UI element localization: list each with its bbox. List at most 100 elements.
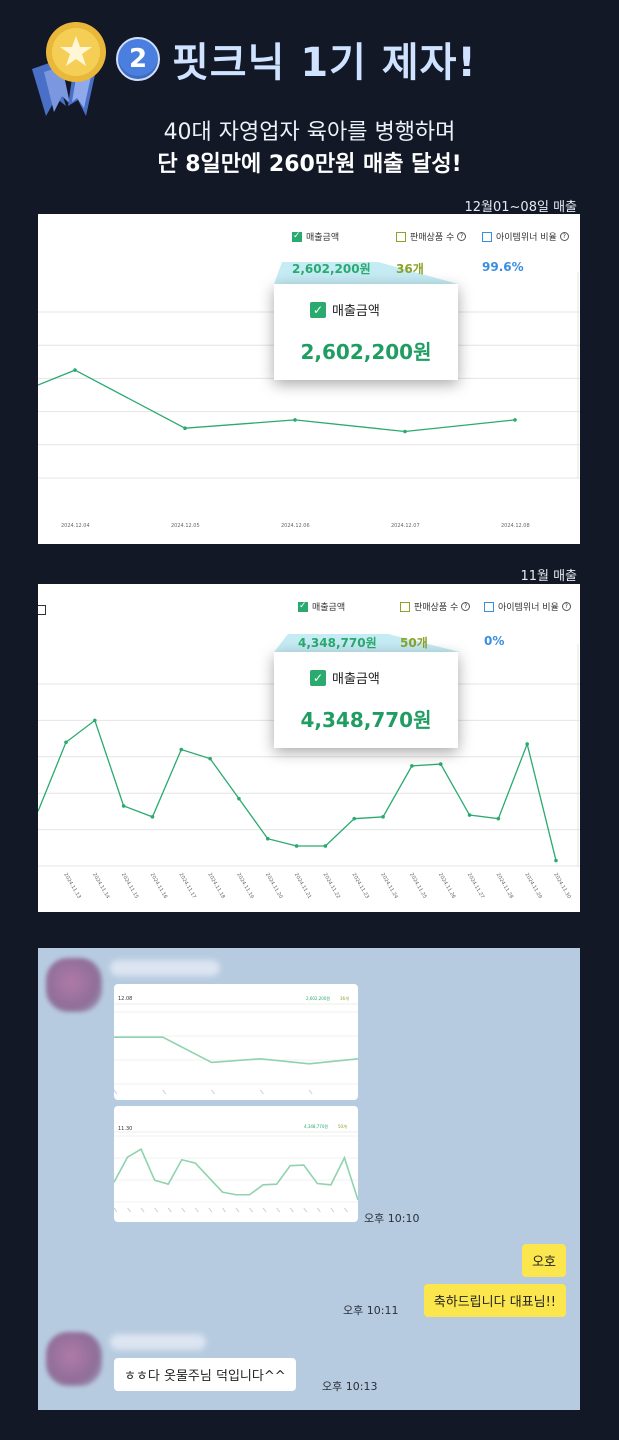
x-tick-label: 2024.11.24 [379, 872, 399, 900]
data-point [410, 764, 414, 768]
avatar [46, 1332, 102, 1386]
checkbox-checked-icon: ✓ [310, 669, 326, 686]
thumb-value: 36개 [340, 996, 349, 1001]
chat-image-thumbnail[interactable]: 11.30 4,348,770원 50개 [114, 1106, 358, 1222]
thumb-header: 12.08 [118, 996, 133, 1002]
x-tick-label: 2024.12.05 [171, 523, 200, 529]
data-point [381, 815, 385, 819]
subtitle-line1: 40대 자영업자 육아를 병행하며 [163, 120, 456, 145]
thumb-tick [181, 1207, 186, 1213]
hero-title-row: 2 핏크닉 1기 제자! [116, 30, 477, 88]
zoom-value: 2,602,200원 [300, 340, 432, 364]
panel2-caption: 11월 매출 [520, 569, 577, 584]
thumbnail-chart [114, 1131, 358, 1213]
x-tick-label: 2024.11.14 [91, 872, 111, 900]
zoom-callout: ✓ 매출금액 4,348,770원 [274, 652, 458, 748]
data-point [183, 426, 187, 430]
legend-winner[interactable]: 아이템위너 비율 ? [482, 230, 569, 243]
thumb-value: 4,348,770원 [304, 1124, 329, 1129]
my-message-bubble: 오호 [522, 1244, 566, 1277]
their-message-bubble: ㅎㅎ다 옷물주님 덕입니다^^ [114, 1358, 296, 1391]
step-number-badge: 2 [116, 37, 160, 81]
x-tick-label: 2024.11.13 [62, 872, 82, 900]
data-point [294, 844, 299, 848]
sales-chart-panel-december: 2024.12.04 2024.12.05 2024.12.06 2024.12.07… [38, 214, 580, 544]
data-point [496, 816, 501, 821]
data-point [352, 816, 357, 821]
subtitle-line2: 단 8일만에 260만원 매출 달성! [157, 152, 462, 177]
data-point [150, 815, 155, 819]
thumb-tick [211, 1089, 215, 1095]
message-time: 오후 10:13 [322, 1380, 378, 1393]
medal-icon [22, 14, 112, 124]
message-time: 오후 10:10 [364, 1212, 420, 1225]
x-tick-label: 2024.11.17 [178, 872, 198, 900]
x-tick-label: 2024.11.30 [552, 872, 572, 900]
sales-value: 2,602,200원 [292, 262, 371, 276]
legend-sales-label: 매출금액 [306, 233, 340, 243]
legend-sales[interactable]: 매출금액 [292, 230, 339, 243]
data-point [237, 796, 241, 801]
checkbox-icon [482, 231, 492, 242]
date-selector-fragment[interactable] [38, 605, 46, 615]
sender-name-blurred [110, 960, 220, 976]
checkbox-icon [484, 601, 494, 612]
legend-winner-label: 아이템위너 비율 [496, 233, 557, 243]
sales-value: 4,348,770원 [298, 636, 377, 650]
x-tick-label: 2024.11.15 [120, 872, 140, 900]
legend-winner[interactable]: 아이템위너 비율 ? [484, 600, 571, 613]
help-icon: ? [561, 602, 571, 611]
checkbox-checked-icon [292, 231, 302, 242]
legend-sales[interactable]: 매출금액 [298, 600, 345, 613]
my-message-bubble: 축하드립니다 대표님!! [423, 1284, 566, 1317]
winner-value: 99.6% [482, 260, 524, 274]
legend-items[interactable]: 판매상품 수 ? [400, 600, 471, 613]
thumb-tick [249, 1207, 253, 1213]
thumb-tick [167, 1207, 172, 1213]
thumb-tick [127, 1207, 131, 1213]
callout-highlight [274, 634, 460, 652]
thumb-tick [154, 1207, 159, 1213]
x-tick-label: 2024.11.21 [293, 872, 313, 900]
x-tick-label: 2024.11.19 [235, 872, 255, 900]
x-tick-label: 2024.11.23 [351, 872, 371, 900]
zoom-label: ✓ 매출금액 [310, 300, 380, 319]
zoom-label-text: 매출금액 [332, 672, 380, 687]
legend-winner-label: 아이템위너 비율 [498, 603, 559, 613]
data-point [438, 762, 443, 766]
thumb-series-line [114, 1036, 358, 1065]
data-point [293, 418, 297, 422]
data-point [265, 836, 270, 841]
data-point [93, 718, 97, 723]
callout-highlight [274, 262, 458, 284]
data-point [121, 804, 126, 808]
thumb-tick [276, 1207, 281, 1213]
data-point [73, 368, 77, 372]
x-tick-label: 2024.11.20 [264, 872, 284, 900]
x-tick-label: 2024.11.25 [408, 872, 428, 900]
data-point [513, 418, 517, 422]
help-icon: ? [559, 232, 569, 241]
thumb-tick [303, 1207, 308, 1213]
x-tick-label: 2024.11.26 [437, 872, 457, 900]
thumb-tick [114, 1207, 118, 1213]
legend-sales-label: 매출금액 [312, 603, 346, 613]
thumb-tick [140, 1207, 145, 1213]
legend-items[interactable]: 판매상품 수 ? [396, 230, 467, 243]
x-tick-label: 2024.12.04 [61, 523, 90, 529]
legend-items-label: 판매상품 수 [410, 233, 455, 243]
series-line [38, 369, 516, 433]
thumbnail-chart [114, 1003, 358, 1095]
panel1-caption: 12월01~08일 매출 [464, 200, 578, 215]
zoom-label-text: 매출금액 [332, 304, 380, 319]
thumb-tick [114, 1089, 118, 1095]
zoom-label: ✓ 매출금액 [310, 668, 380, 687]
zoom-callout: ✓ 매출금액 2,602,200원 [274, 284, 458, 380]
chat-image-thumbnail[interactable]: 12.08 2,602,200원 36개 [114, 984, 358, 1100]
help-icon: ? [461, 602, 471, 611]
thumb-value: 2,602,200원 [306, 996, 331, 1001]
x-tick-label: 2024.11.27 [466, 872, 486, 900]
data-point [403, 429, 407, 434]
x-tick-label: 2024.11.28 [495, 872, 515, 900]
checkbox-checked-icon [298, 601, 308, 612]
